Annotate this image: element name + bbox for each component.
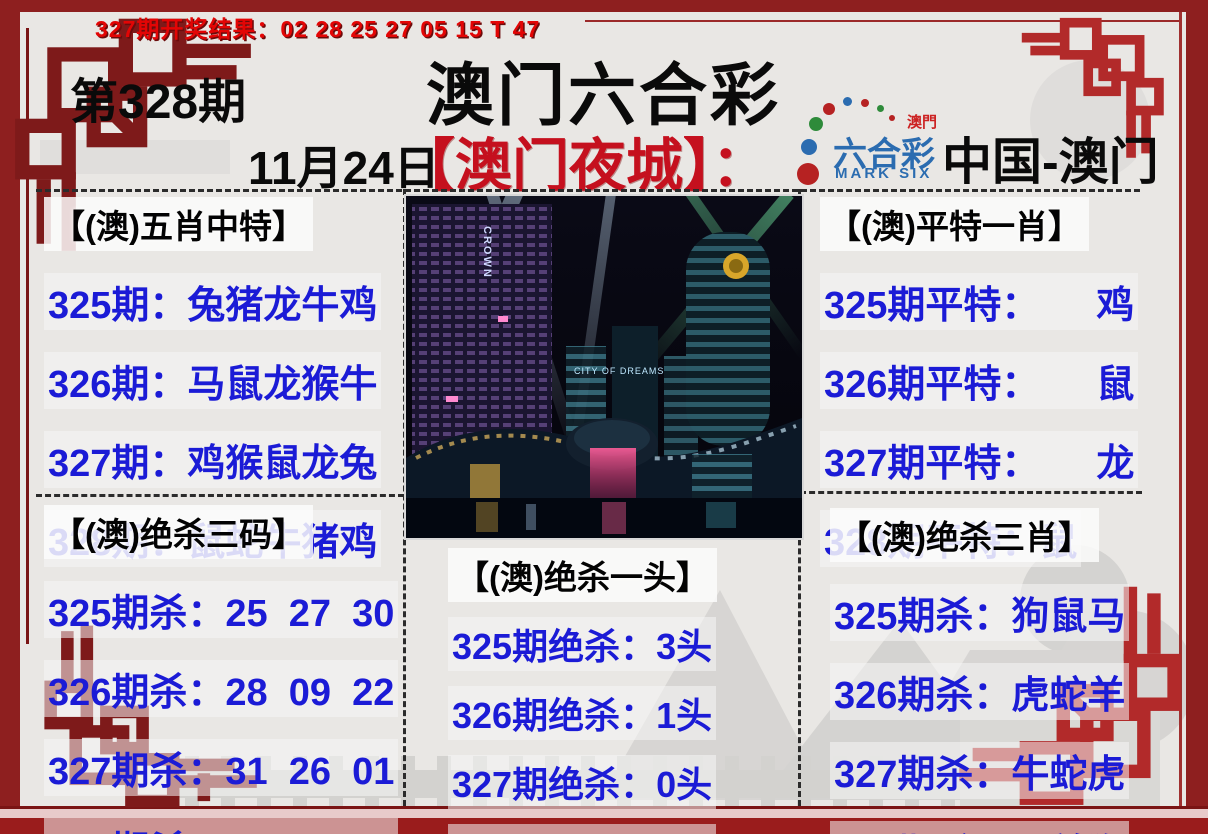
prediction-row: 328期杀：马羊猴 — [830, 821, 1130, 834]
prediction-row: 326期杀：28 09 22 — [44, 660, 399, 717]
divider-right-mid — [800, 491, 1142, 494]
panel-kill-three-zodiac: 【(澳)绝杀三肖】 325期杀：狗鼠马 326期杀：虎蛇羊 327期杀：牛蛇虎 328… — [830, 508, 1150, 834]
panel-title: 【(澳)绝杀三肖】 — [830, 508, 1099, 562]
prediction-row: 325期绝杀：3头 — [448, 617, 717, 671]
logo-dot — [861, 99, 869, 107]
page-title: 澳门六合彩 — [426, 58, 782, 134]
frame-inner-line-top — [585, 20, 1179, 22]
prediction-row: 325期杀：狗鼠马 — [830, 584, 1130, 641]
prediction-row: 327期：鸡猴鼠龙兔 — [44, 431, 382, 488]
prediction-row: 327期绝杀：0头 — [448, 755, 717, 809]
prediction-row: 326期绝杀：1头 — [448, 686, 717, 740]
prediction-row: 325期杀：25 27 30 — [44, 581, 399, 638]
logo-chinese-text: 六合彩 — [833, 136, 935, 174]
panel-title: 【(澳)绝杀一头】 — [448, 548, 717, 602]
corner-knot-top-right — [1021, 17, 1164, 158]
previous-draw-result: 327期开奖结果：02 28 25 27 05 15 T 47 — [95, 16, 541, 42]
corner-knot-top-left — [15, 18, 251, 251]
divider-left-mid — [36, 494, 404, 497]
logo-region-text: 澳門 — [907, 114, 938, 131]
frame-top-bar — [0, 0, 1208, 12]
frame-bottom-pink-band — [0, 809, 1208, 818]
divider-top — [36, 189, 1140, 192]
logo-dot — [889, 115, 895, 121]
logo-english-text: MARK SIX — [835, 165, 933, 182]
logo-dot — [823, 103, 835, 115]
prediction-row: 328期绝杀：0头 — [448, 824, 717, 834]
prediction-row: 325期：兔猪龙牛鸡 — [44, 273, 382, 330]
prediction-row: 326期杀：虎蛇羊 — [830, 663, 1130, 720]
panel-title: 【(澳)绝杀三码】 — [44, 505, 313, 559]
region-label: 中国-澳门 — [942, 134, 1159, 190]
photo-sign-crown: CROWN — [481, 226, 493, 279]
panel-title: 【(澳)平特一肖】 — [820, 197, 1089, 251]
panel-title: 【(澳)五肖中特】 — [44, 197, 313, 251]
prediction-row: 326期平特： 鼠 — [820, 352, 1139, 409]
theme-subtitle: 【澳门夜城】： — [398, 134, 769, 198]
prediction-row: 327期杀：牛蛇虎 — [830, 742, 1130, 799]
marksix-logo: 六合彩 澳門 MARK SIX — [795, 97, 945, 189]
logo-dot — [843, 97, 852, 106]
divider-col-left — [403, 189, 406, 806]
prediction-row: 326期：马鼠龙猴牛 — [44, 352, 382, 409]
draw-date: 11月24日 — [248, 142, 440, 194]
macau-night-photo: CROWN CITY OF DREAMS — [406, 196, 802, 538]
prediction-row: 327期杀：31 26 01 — [44, 739, 399, 796]
logo-dot — [797, 163, 819, 185]
logo-dot — [877, 105, 884, 112]
prediction-row: 325期平特： 鸡 — [820, 273, 1139, 330]
issue-number: 第328期 — [70, 76, 247, 129]
prediction-row: 328期杀：34 44 43 — [44, 818, 399, 834]
frame-right-bar — [1186, 0, 1208, 834]
panel-kill-one-head: 【(澳)绝杀一头】 325期绝杀：3头 326期绝杀：1头 327期绝杀：0头 328… — [448, 548, 788, 834]
prediction-row: 327期平特： 龙 — [820, 431, 1139, 488]
frame-inner-line-left — [26, 28, 29, 644]
frame-left-bar — [0, 0, 20, 834]
photo-sign-cod: CITY OF DREAMS — [574, 366, 664, 376]
frame-inner-line-right — [1179, 12, 1182, 806]
logo-dot — [801, 139, 817, 155]
logo-dot — [809, 117, 823, 131]
panel-kill-three-codes: 【(澳)绝杀三码】 325期杀：25 27 30 326期杀：28 09 22 32… — [44, 505, 400, 834]
